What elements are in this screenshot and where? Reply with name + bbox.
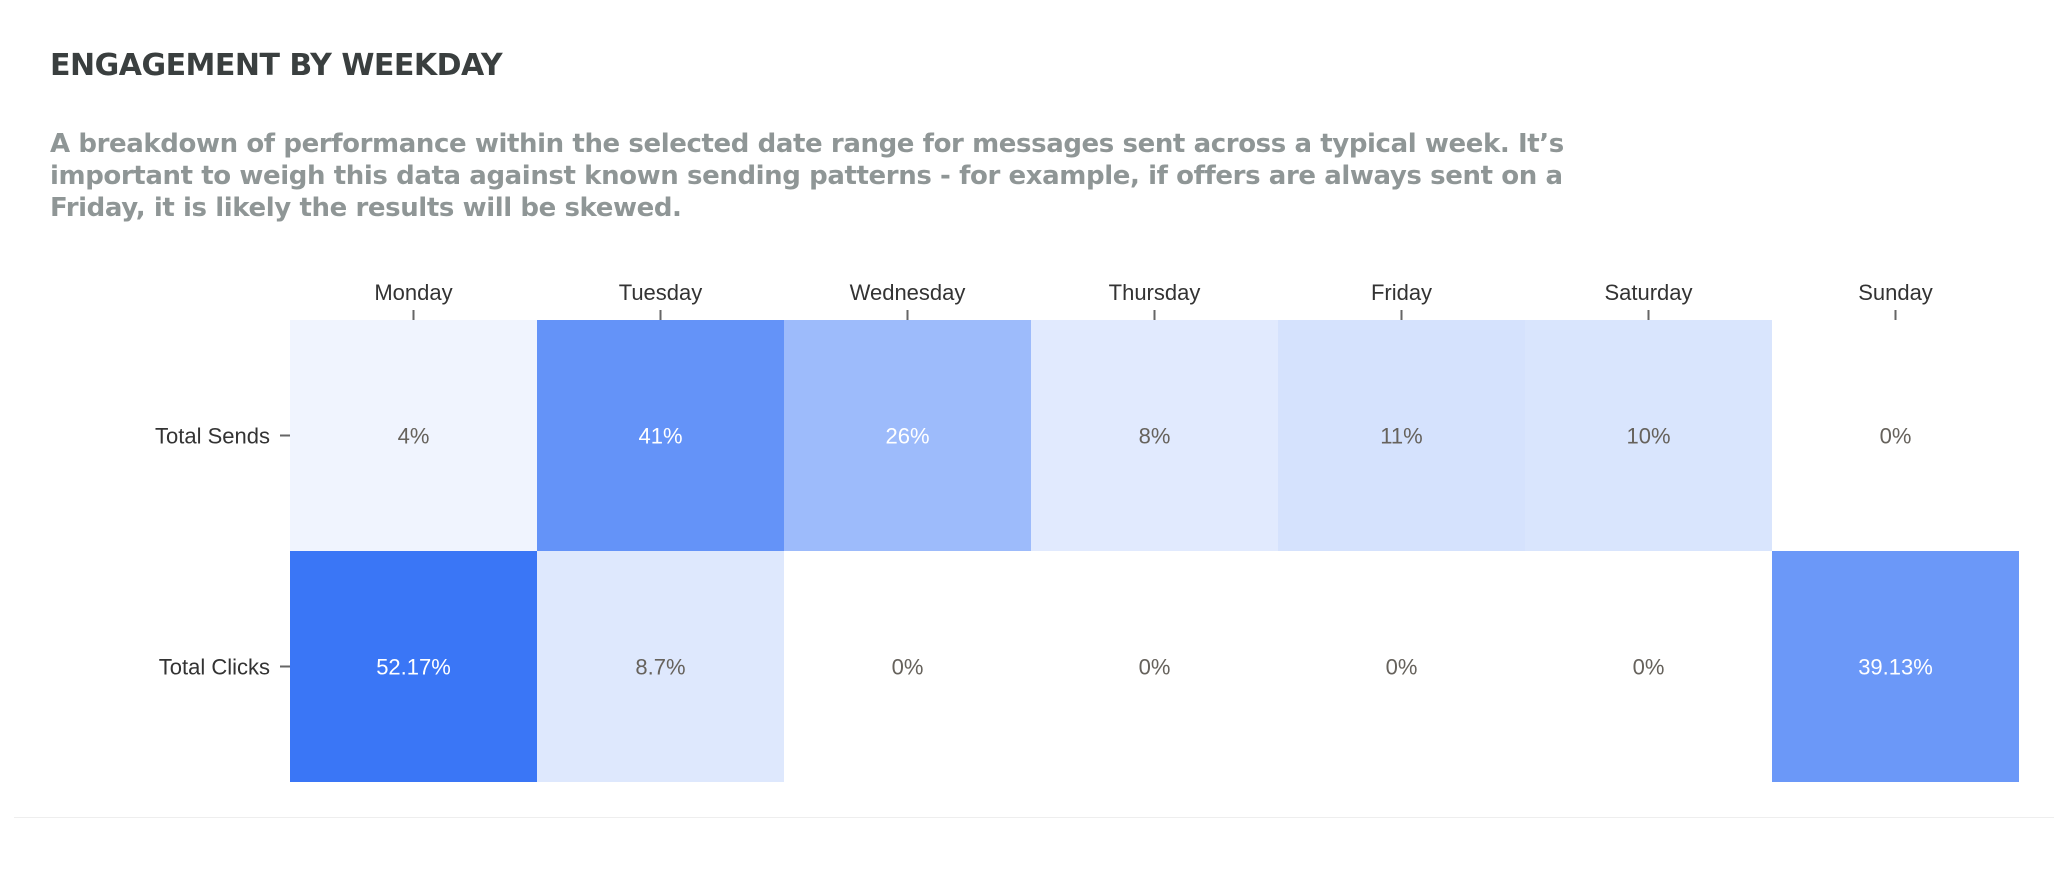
heatmap-cell-total-sends-saturday: [1525, 320, 1772, 551]
data-label-total-clicks-friday: 0%: [1386, 655, 1418, 680]
data-label-total-clicks-saturday: 0%: [1633, 655, 1665, 680]
x-tick-label-tuesday: Tuesday: [619, 280, 703, 305]
data-label-total-clicks-thursday: 0%: [1139, 655, 1171, 680]
data-label-total-clicks-wednesday: 0%: [892, 655, 924, 680]
x-tick-label-saturday: Saturday: [1604, 280, 1692, 305]
data-label-total-clicks-sunday: 39.13%: [1858, 655, 1933, 680]
data-label-total-sends-friday: 11%: [1380, 424, 1422, 449]
x-tick-label-thursday: Thursday: [1109, 280, 1201, 305]
x-tick-label-friday: Friday: [1371, 280, 1432, 305]
heatmap-cell-total-clicks-saturday: [1525, 551, 1772, 782]
heatmap-cell-total-clicks-friday: [1278, 551, 1525, 782]
heatmap-cell-total-sends-wednesday: [784, 320, 1031, 551]
heatmap-cell-total-sends-tuesday: [537, 320, 784, 551]
x-tick-label-sunday: Sunday: [1858, 280, 1933, 305]
heatmap-cell-total-clicks-sunday: [1772, 551, 2019, 782]
heatmap-cell-total-sends-monday: [290, 320, 537, 551]
heatmap-cell-total-clicks-thursday: [1031, 551, 1278, 782]
heatmap-cell-total-sends-friday: [1278, 320, 1525, 551]
x-tick-label-wednesday: Wednesday: [850, 280, 966, 305]
data-label-total-sends-thursday: 8%: [1139, 424, 1171, 449]
section-divider: [14, 817, 2054, 818]
heatmap-cell-total-clicks-monday: [290, 551, 537, 782]
heatmap-cell-total-sends-thursday: [1031, 320, 1278, 551]
heatmap-cell-total-clicks-tuesday: [537, 551, 784, 782]
heatmap-cell-total-clicks-wednesday: [784, 551, 1031, 782]
data-label-total-clicks-tuesday: 8.7%: [635, 655, 685, 680]
data-label-total-sends-wednesday: 26%: [885, 424, 929, 449]
heatmap-cell-total-sends-sunday: [1772, 320, 2019, 551]
data-label-total-clicks-monday: 52.17%: [376, 655, 451, 680]
y-tick-label-total-sends: Total Sends: [155, 424, 270, 449]
data-label-total-sends-monday: 4%: [398, 424, 430, 449]
y-tick-label-total-clicks: Total Clicks: [159, 655, 270, 680]
data-label-total-sends-sunday: 0%: [1880, 424, 1912, 449]
data-label-total-sends-tuesday: 41%: [638, 424, 682, 449]
x-tick-label-monday: Monday: [374, 280, 452, 305]
data-label-total-sends-saturday: 10%: [1626, 424, 1670, 449]
chart-description: A breakdown of performance within the se…: [50, 129, 1564, 223]
chart-title: ENGAGEMENT BY WEEKDAY: [50, 48, 503, 83]
